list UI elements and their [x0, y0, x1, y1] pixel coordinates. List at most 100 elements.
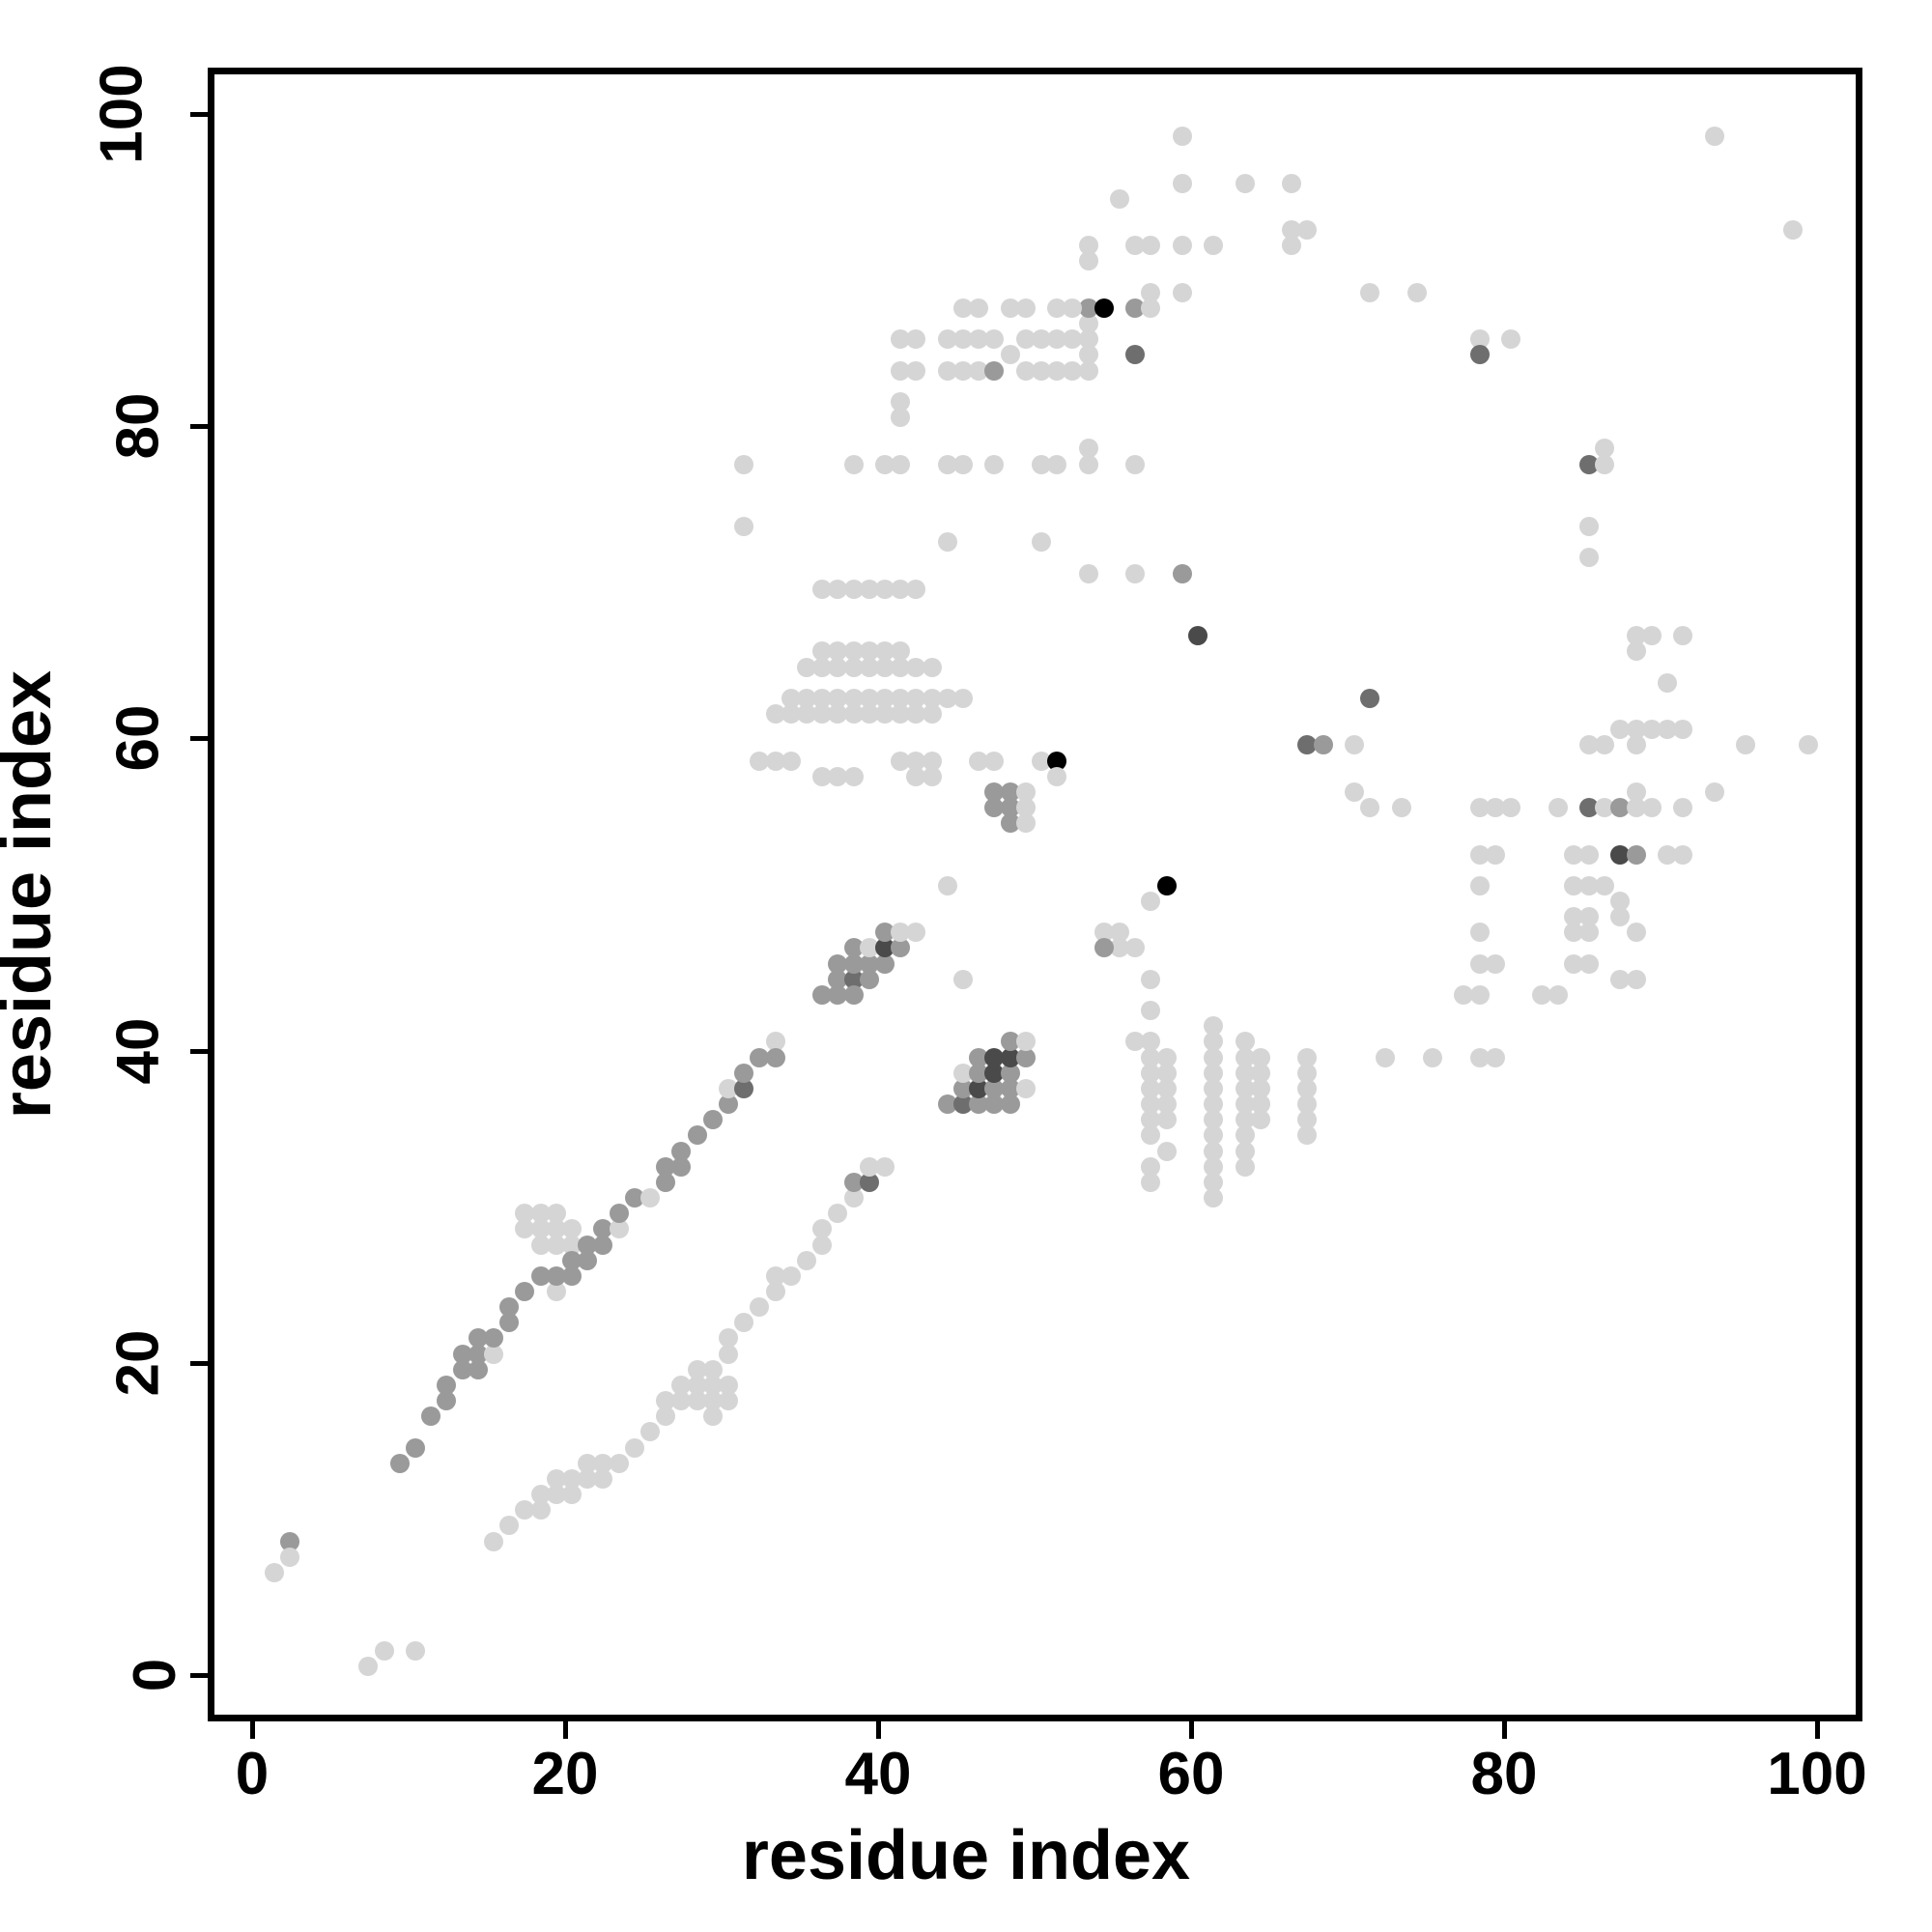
contact-point: [1673, 720, 1693, 740]
contact-point: [1579, 844, 1599, 865]
contact-point: [437, 1375, 457, 1395]
contact-point: [562, 1485, 582, 1505]
y-tick-label: 100: [72, 64, 172, 163]
contact-point: [1141, 1032, 1161, 1052]
contact-point: [719, 1078, 738, 1098]
contact-point: [484, 1344, 503, 1364]
contact-point: [280, 1547, 300, 1567]
contact-point: [1015, 1032, 1036, 1052]
contact-point: [1015, 1047, 1036, 1067]
contact-point: [859, 953, 879, 974]
contact-point: [656, 1406, 676, 1427]
contact-point: [953, 969, 973, 989]
contact-point: [1736, 735, 1755, 755]
contact-point: [812, 579, 833, 599]
contact-point: [875, 923, 895, 943]
contact-point: [984, 1063, 1005, 1083]
contact-point: [1548, 798, 1568, 818]
contact-point: [1297, 1063, 1318, 1083]
contact-point: [640, 1188, 660, 1208]
contact-point: [1125, 298, 1146, 318]
contact-point: [1032, 360, 1051, 381]
contact-point: [1156, 1110, 1177, 1130]
contact-point: [406, 1640, 425, 1661]
contact-point: [1000, 1094, 1020, 1115]
contact-point: [1141, 236, 1161, 256]
contact-point: [687, 1125, 707, 1146]
contact-point: [562, 1219, 582, 1239]
contact-point: [1360, 798, 1380, 818]
contact-point: [937, 360, 957, 381]
contact-point: [1595, 875, 1615, 895]
contact-point: [530, 1219, 551, 1239]
contact-point: [671, 1156, 692, 1177]
contact-point: [1297, 1094, 1318, 1115]
contact-point: [1204, 1047, 1224, 1067]
contact-point: [891, 751, 911, 771]
contact-point: [687, 1375, 707, 1395]
contact-point: [609, 1204, 629, 1224]
contact-point: [687, 1359, 707, 1379]
contact-point: [1141, 282, 1161, 302]
contact-point: [546, 1282, 566, 1301]
contact-point: [1204, 1125, 1224, 1146]
contact-point: [1141, 892, 1161, 911]
x-tick-label: 0: [235, 1741, 270, 1807]
contact-point: [1282, 173, 1302, 193]
contact-point: [1235, 1141, 1255, 1161]
contact-point: [1000, 345, 1020, 365]
contact-point: [891, 454, 911, 474]
contact-point: [1297, 1047, 1318, 1067]
contact-point: [843, 969, 864, 989]
contact-point: [843, 938, 864, 958]
contact-point: [953, 1094, 973, 1115]
contact-point: [468, 1328, 488, 1349]
contact-point: [1000, 1063, 1020, 1083]
contact-point: [984, 1078, 1005, 1098]
contact-point: [1204, 1063, 1224, 1083]
contact-point: [1235, 1094, 1255, 1115]
contact-point: [719, 1094, 738, 1115]
contact-point: [1047, 298, 1067, 318]
contact-point: [1579, 454, 1599, 474]
contact-point: [1250, 1110, 1270, 1130]
contact-point: [891, 704, 911, 724]
contact-point: [922, 657, 942, 677]
contact-point: [812, 1219, 833, 1239]
contact-point: [875, 579, 895, 599]
contact-point: [922, 704, 942, 724]
contact-point: [1156, 1141, 1177, 1161]
contact-point: [734, 1078, 754, 1098]
contact-point: [1078, 236, 1098, 256]
contact-point: [953, 298, 973, 318]
contact-point: [843, 688, 864, 708]
contact-point: [781, 751, 801, 771]
contact-point: [875, 657, 895, 677]
contact-point: [530, 1204, 551, 1224]
contact-point: [1579, 735, 1599, 755]
contact-point: [1078, 563, 1098, 583]
contact-point: [797, 1250, 816, 1270]
contact-point: [812, 657, 833, 677]
contact-point: [734, 454, 754, 474]
contact-point: [1015, 813, 1036, 834]
contact-point: [906, 751, 926, 771]
x-tick-label: 20: [531, 1741, 599, 1807]
contact-point: [953, 329, 973, 350]
contact-point: [1626, 735, 1646, 755]
contact-point: [969, 1047, 989, 1067]
contact-point: [984, 329, 1005, 350]
contact-point: [702, 1406, 723, 1427]
contact-point: [969, 1063, 989, 1083]
contact-point: [530, 1500, 551, 1520]
contact-point: [781, 1265, 801, 1286]
contact-point: [1235, 1156, 1255, 1177]
contact-point: [1469, 844, 1490, 865]
contact-point: [1015, 329, 1036, 350]
contact-point: [1141, 1078, 1161, 1098]
contact-point: [1532, 984, 1552, 1005]
contact-point: [1626, 720, 1646, 740]
contact-point: [828, 1204, 848, 1224]
contact-point: [546, 1485, 566, 1505]
contact-point: [1078, 329, 1098, 350]
